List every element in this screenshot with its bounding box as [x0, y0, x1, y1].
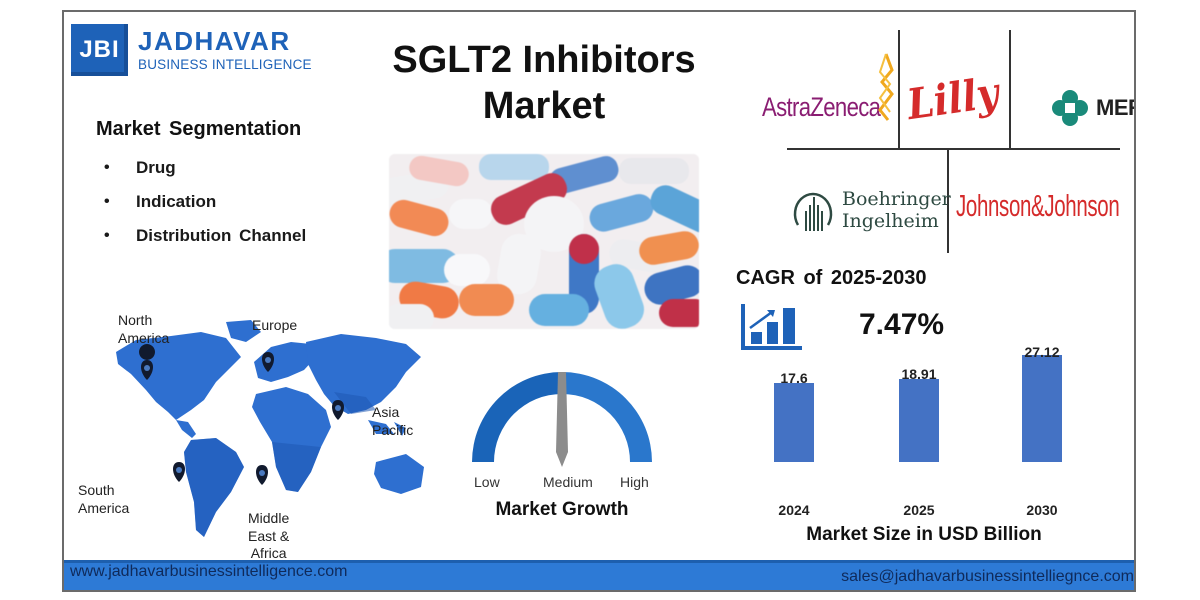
- bar-2024: [774, 383, 814, 462]
- market-growth-gauge: Low Medium High Market Growth: [452, 352, 672, 542]
- region-label-south-america: South America: [78, 482, 130, 516]
- growth-chart-icon: [741, 304, 802, 350]
- bar-value-label: 27.12: [1024, 344, 1060, 360]
- pills-photo: [389, 154, 699, 329]
- region-label-middle-east-africa: Middle East & Africa: [248, 510, 290, 561]
- gauge-dial: [472, 372, 652, 467]
- location-pins: [139, 344, 344, 485]
- segment-label: Drug: [136, 158, 176, 177]
- segment-item: • Drug: [96, 151, 306, 185]
- cagr-value: 7.47%: [859, 308, 945, 341]
- boehringer-symbol-icon: [793, 192, 833, 231]
- bar-value-label: 17.6: [780, 370, 808, 386]
- company-logo: JBI JADHAVAR BUSINESS INTELLIGENCE: [71, 24, 312, 76]
- bullet-icon: •: [104, 227, 110, 244]
- jbi-logo-mark: JBI: [71, 24, 128, 76]
- merck-symbol-icon: [1052, 90, 1088, 126]
- bullet-icon: •: [104, 193, 110, 210]
- gauge-label-high: High: [620, 474, 649, 490]
- bar-category-label: 2024: [778, 502, 810, 518]
- infographic-frame: JBI JADHAVAR BUSINESS INTELLIGENCE SGLT2…: [62, 10, 1136, 592]
- world-map-graphic: [116, 320, 424, 537]
- region-label-europe: Europe: [252, 317, 298, 333]
- world-map: North America Europe Asia Pacific South Ame…: [76, 302, 436, 582]
- gauge-label-low: Low: [474, 474, 500, 490]
- gauge-title: Market Growth: [495, 499, 629, 520]
- segmentation-heading: Market Segmentation: [96, 118, 302, 140]
- logo-name: JADHAVAR: [138, 26, 291, 57]
- region-label-asia-pacific: Asia Pacific: [372, 404, 414, 438]
- footer-bar: www.jadhavarbusinessintelligence.com sal…: [64, 560, 1134, 590]
- segment-item: • Indication: [96, 185, 306, 219]
- segmentation-list: • Drug • Indication • Distribution Channel: [96, 151, 306, 253]
- market-size-bar-chart: 17.6 2024 18.91 2025 27.12 2030 Market S…: [744, 344, 1084, 562]
- lilly-logo: Lilly: [904, 67, 1002, 130]
- title-line-2: Market: [482, 84, 606, 127]
- bar-category-label: 2030: [1026, 502, 1058, 518]
- bullet-icon: •: [104, 159, 110, 176]
- astrazeneca-logo: AstraZeneca: [762, 92, 881, 122]
- website-link[interactable]: www.jadhavarbusinessintelligence.com: [70, 563, 348, 580]
- merck-logo: MERCK: [1052, 90, 1134, 126]
- segment-label: Distribution Channel: [136, 226, 307, 245]
- market-segmentation: Market Segmentation • Drug • Indication • D…: [96, 118, 306, 253]
- gauge-label-medium: Medium: [543, 474, 593, 490]
- johnson-johnson-logo: Johnson&Johnson: [956, 188, 1120, 223]
- boehringer-ingelheim-logo: Boehringer Ingelheim: [792, 185, 951, 237]
- page-title: SGLT2 Inhibitors Market: [364, 38, 724, 129]
- bar-2030: [1022, 355, 1062, 462]
- chart-title: Market Size in USD Billion: [806, 524, 1042, 545]
- segment-label: Indication: [136, 192, 217, 211]
- title-line-1: SGLT2 Inhibitors: [392, 39, 696, 81]
- logo-subtitle: BUSINESS INTELLIGENCE: [138, 57, 312, 73]
- gauge-needle: [556, 372, 568, 467]
- region-label-north-america: North America: [118, 312, 170, 346]
- bar-2025: [899, 379, 939, 462]
- key-players-logos: AstraZeneca Lilly MERCK: [752, 30, 1134, 275]
- pills-illustration: [389, 154, 699, 329]
- email-link[interactable]: sales@jadhavarbusinessintelliegnce.com: [841, 568, 1134, 585]
- astrazeneca-symbol-icon: [878, 53, 894, 121]
- bar-value-label: 18.91: [901, 366, 937, 382]
- bar-category-label: 2025: [903, 502, 935, 518]
- segment-item: • Distribution Channel: [96, 219, 306, 253]
- cagr-heading: CAGR of 2025-2030: [736, 267, 927, 289]
